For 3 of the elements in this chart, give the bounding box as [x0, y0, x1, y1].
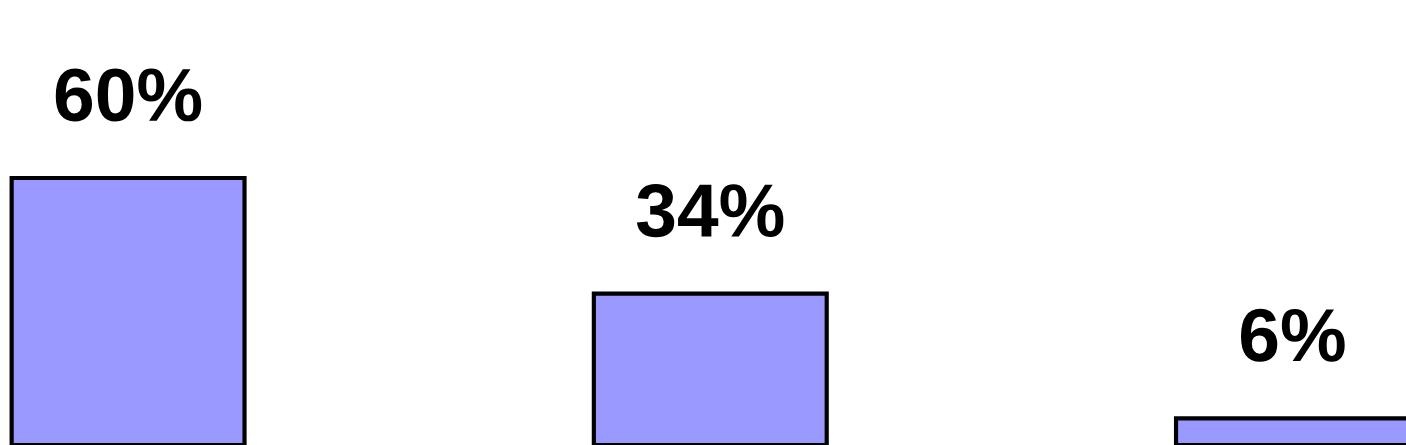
- data-label: 60%: [55, 68, 202, 122]
- data-label: 6%: [1241, 308, 1345, 362]
- data-label: 34%: [636, 184, 784, 238]
